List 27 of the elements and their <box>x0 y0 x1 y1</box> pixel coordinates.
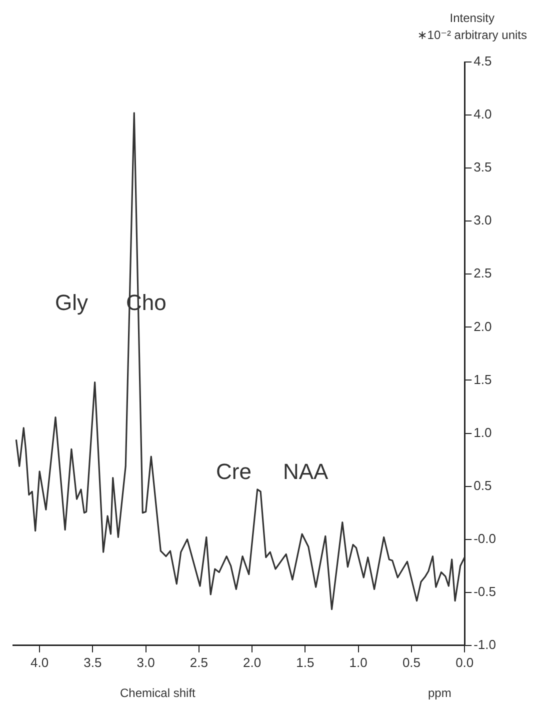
y-tick-label: 2.0 <box>474 318 492 334</box>
y-tick-label: 2.5 <box>474 266 492 281</box>
y-axis-title: Intensity ∗10⁻² arbitrary units <box>417 10 527 44</box>
x-tick-label: 3.0 <box>136 654 155 670</box>
y-tick-label: -1.0 <box>474 636 496 652</box>
x-tick-label: 2.0 <box>243 654 262 670</box>
annotation: Cre <box>216 459 252 485</box>
annotation: Gly <box>55 290 88 316</box>
x-tick-label: 1.0 <box>349 654 368 670</box>
x-tick-label: 0.0 <box>456 654 474 670</box>
x-tick-label: 1.5 <box>296 654 314 670</box>
y-tick-label: -0.5 <box>474 584 496 599</box>
y-tick-label: 1.5 <box>474 372 492 387</box>
x-tick-label: 0.5 <box>402 654 421 670</box>
y-tick-label: -0.0 <box>474 530 496 546</box>
y-tick-label: 4.0 <box>474 106 492 122</box>
annotation: NAA <box>283 459 328 485</box>
y-tick-label: 4.5 <box>474 54 492 69</box>
text: ppm <box>428 686 452 700</box>
y-tick-label: 0.5 <box>474 478 492 493</box>
y-tick-label: 3.5 <box>474 160 492 175</box>
x-tick-label: 4.0 <box>30 654 49 670</box>
y-tick-label: 3.0 <box>474 212 492 228</box>
x-tick-label: 2.5 <box>190 654 208 670</box>
x-axis-title: Chemical shift <box>120 686 196 700</box>
y-tick-label: 1.0 <box>474 424 492 440</box>
x-tick-label: 3.5 <box>84 654 102 670</box>
